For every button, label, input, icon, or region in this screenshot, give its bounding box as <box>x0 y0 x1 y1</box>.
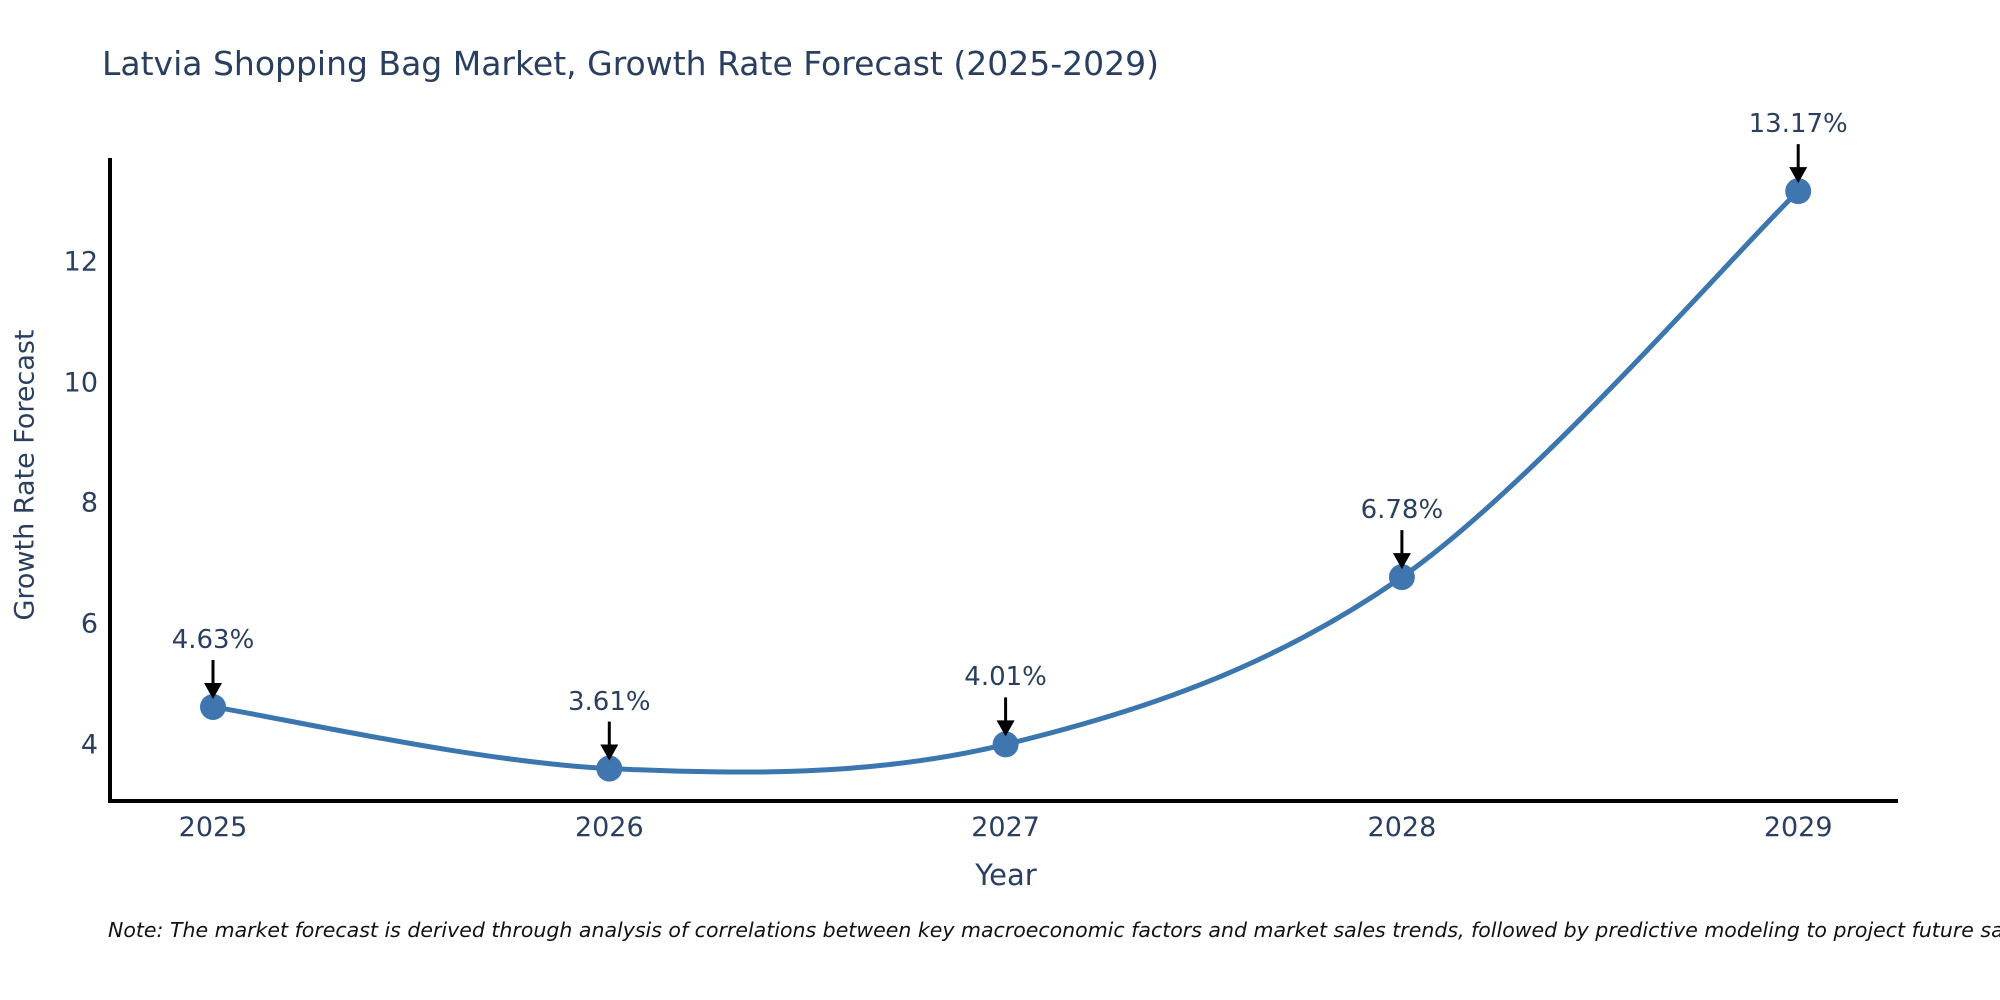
data-point-marker <box>992 731 1019 758</box>
data-point-marker <box>1388 564 1415 591</box>
x-tick-label: 2028 <box>1367 812 1437 843</box>
x-tick-label: 2027 <box>971 812 1040 843</box>
x-tick-label: 2025 <box>178 812 248 843</box>
x-tick-label: 2026 <box>574 812 644 843</box>
annotation-arrowhead <box>600 744 619 761</box>
x-axis-title: Year <box>975 858 1037 892</box>
chart-title: Latvia Shopping Bag Market, Growth Rate … <box>102 44 1159 83</box>
annotation-arrowhead <box>1392 553 1411 570</box>
y-tick-label: 4 <box>80 729 98 761</box>
data-point-marker <box>200 693 226 720</box>
y-tick-label: 12 <box>63 246 98 278</box>
x-tick-label: 2029 <box>1763 812 1833 843</box>
y-tick-label: 6 <box>80 608 98 640</box>
data-point-label: 4.63% <box>171 624 255 655</box>
annotation-arrowhead <box>996 720 1015 737</box>
footnote: Note: The market forecast is derived thr… <box>108 918 2000 942</box>
y-tick-label: 8 <box>80 487 98 519</box>
annotation-arrowhead <box>1789 167 1808 184</box>
data-point-label: 13.17% <box>1748 109 1848 140</box>
data-point-label: 3.61% <box>567 686 651 717</box>
data-point-marker <box>1785 178 1812 205</box>
data-point-marker <box>596 755 623 782</box>
data-point-label: 4.01% <box>964 662 1047 693</box>
annotation-arrowhead <box>204 682 222 699</box>
y-tick-label: 10 <box>63 367 98 399</box>
data-point-label: 6.78% <box>1360 495 1444 526</box>
